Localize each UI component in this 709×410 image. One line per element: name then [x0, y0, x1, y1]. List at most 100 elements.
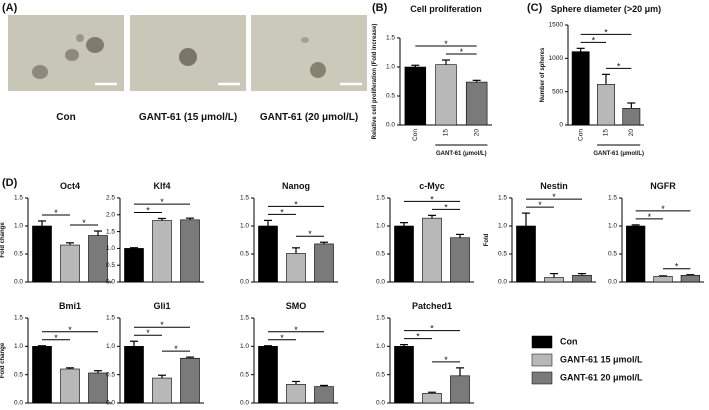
y-tick-label: 0.0: [14, 279, 23, 286]
significance-label: *: [54, 333, 58, 343]
y-tick-label: 2.0: [106, 212, 115, 219]
y-tick-label: 1.0: [240, 223, 249, 230]
legend-label: Con: [560, 336, 578, 346]
significance-label: *: [294, 325, 298, 335]
y-tick-label: 0.0: [608, 279, 617, 286]
significance-label: *: [280, 333, 284, 343]
y-tick-label: 0.0: [376, 279, 385, 286]
significance-label: *: [146, 328, 150, 338]
y-tick-label: 1.5: [498, 195, 507, 202]
significance-label: *: [604, 27, 608, 37]
bar: [314, 243, 334, 283]
chart-title: NGFR: [650, 181, 676, 191]
y-axis-label: Fold change: [0, 222, 6, 258]
significance-label: *: [68, 325, 72, 335]
y-tick-label: 0.0: [14, 400, 23, 407]
panel-label: (B): [372, 2, 388, 14]
y-tick-label: 1.0: [608, 223, 617, 230]
bar: [571, 51, 590, 126]
y-tick-label: 500: [552, 88, 563, 95]
y-tick-label: 0.5: [386, 93, 395, 100]
y-tick-label: 1.5: [376, 195, 385, 202]
bar: [404, 66, 427, 126]
x-tick-label: Con: [577, 129, 584, 141]
y-tick-label: 1.0: [498, 223, 507, 230]
bar: [626, 225, 646, 283]
bar: [152, 377, 172, 404]
y-tick-label: 1.5: [14, 195, 23, 202]
x-tick-label: 15: [603, 129, 610, 137]
y-tick-label: 0.0: [386, 122, 395, 129]
bar: [258, 225, 278, 283]
chart-title: Nestin: [540, 181, 568, 191]
significance-label: *: [54, 208, 58, 218]
bar: [572, 274, 592, 283]
y-tick-label: 0.5: [608, 251, 617, 258]
x-axis-label: GANT-61 (μmol/L): [436, 151, 487, 157]
y-tick-label: 1000: [549, 55, 564, 62]
y-tick-label: 0.5: [14, 251, 23, 258]
significance-label: *: [146, 205, 150, 215]
y-tick-label: 1.0: [386, 64, 395, 71]
bar: [32, 225, 52, 283]
bar: [394, 225, 414, 283]
bar: [653, 276, 673, 283]
y-tick-label: 2.5: [106, 195, 115, 202]
image-caption: GANT-61 (20 μmol/L): [260, 112, 358, 123]
significance-label: *: [160, 197, 164, 207]
legend-swatch: [531, 371, 553, 385]
bar: [422, 393, 442, 404]
y-tick-label: 0.5: [106, 371, 115, 378]
chart-title: Patched1: [412, 301, 452, 311]
y-tick-label: 0.0: [240, 279, 249, 286]
y-tick-label: 0.5: [14, 371, 23, 378]
significance-label: *: [430, 194, 434, 204]
y-tick-label: 1.0: [106, 245, 115, 252]
bar: [180, 219, 200, 283]
y-tick-label: 0.0: [376, 400, 385, 407]
bar: [394, 346, 414, 404]
bar: [465, 81, 488, 126]
y-tick-label: 1.0: [376, 343, 385, 350]
significance-label: *: [648, 212, 652, 222]
y-tick-label: 1.5: [14, 315, 23, 322]
legend-swatch: [531, 335, 553, 349]
y-tick-label: 0.5: [240, 251, 249, 258]
y-tick-label: 1.0: [14, 223, 23, 230]
y-tick-label: 1.5: [106, 228, 115, 235]
bar: [258, 346, 278, 404]
bar: [286, 253, 306, 283]
legend-swatch: [531, 353, 553, 367]
chart-title: Cell proliferation: [410, 4, 482, 14]
image-caption: Con: [56, 112, 75, 123]
bar: [124, 248, 144, 283]
y-tick-label: 1.5: [376, 315, 385, 322]
significance-label: *: [444, 202, 448, 212]
y-tick-label: 1.5: [608, 195, 617, 202]
significance-label: *: [82, 218, 86, 228]
bar: [450, 237, 470, 283]
x-tick-label: Con: [412, 129, 419, 141]
bar: [60, 244, 80, 283]
y-tick-label: 1.0: [106, 343, 115, 350]
chart-title: Nanog: [282, 181, 310, 191]
y-axis-label: Number of spheres: [540, 47, 546, 102]
bar: [124, 346, 144, 404]
bar: [88, 372, 108, 404]
y-tick-label: 1.5: [106, 315, 115, 322]
significance-label: *: [460, 47, 464, 57]
y-tick-label: 0.5: [376, 371, 385, 378]
bar: [597, 84, 615, 126]
bar: [152, 220, 172, 283]
x-tick-label: 20: [473, 129, 480, 137]
significance-label: *: [430, 324, 434, 334]
micrograph: [8, 15, 124, 91]
significance-label: *: [444, 39, 448, 49]
y-tick-label: 1.0: [240, 343, 249, 350]
bar: [544, 277, 564, 283]
significance-label: *: [538, 200, 542, 210]
bar: [180, 357, 200, 404]
image-caption: GANT-61 (15 μmol/L): [139, 112, 237, 123]
y-tick-label: 1.5: [386, 35, 395, 42]
micrograph: [130, 15, 246, 91]
